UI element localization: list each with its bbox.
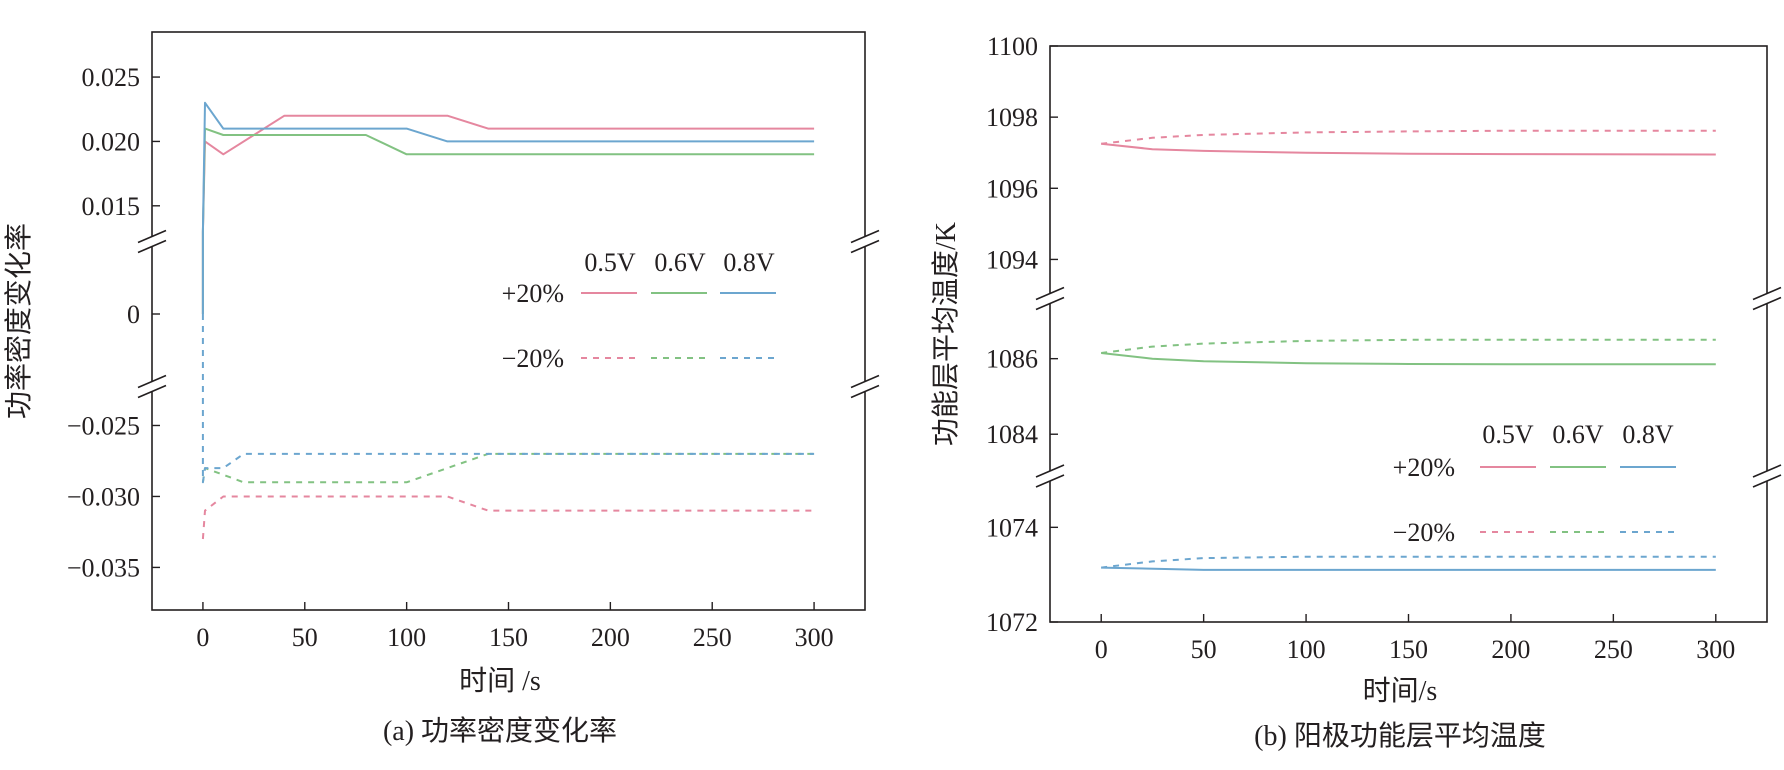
x-tick-label: 100 [1287,635,1326,664]
axis-break-mark [1752,464,1782,478]
legend-voltage-label: 0.8V [1622,420,1674,449]
x-tick-label: 250 [1594,635,1633,664]
axis-break-gap [1753,471,1781,481]
series-line-minus20-05V [201,495,815,540]
y-tick-label: 1098 [986,103,1038,132]
axis-break-mark [1035,464,1065,478]
x-tick-label: 300 [1696,635,1735,664]
series-line-plus20-05V [1101,142,1716,156]
axis-break-mark [1035,296,1065,311]
axis-break-gap [138,236,166,247]
y-tick-label: −0.025 [67,411,140,440]
legend-voltage-label: 0.6V [654,248,706,277]
legend-row-label: +20% [502,279,564,308]
x-tick-label: 200 [591,623,630,652]
figure-caption: (b) 阳极功能层平均温度 [1254,720,1546,752]
axis-break-mark [137,374,167,389]
y-tick-label: 1072 [986,608,1038,637]
figure-caption: (a) 功率密度变化率 [383,715,617,747]
y-tick-label: 0 [127,300,140,329]
axis-break-gap [138,381,166,392]
axis-break-mark [850,384,880,399]
y-axis-label: 功率密度变化率 [3,223,35,419]
axis-break-mark [137,239,167,254]
series-line-minus20-06V [1101,338,1716,354]
y-tick-label: −0.030 [67,482,140,511]
axis-break-mark [850,229,880,244]
axis-break-mark [1752,474,1782,488]
x-tick-label: 50 [292,623,318,652]
series-line-minus20-08V [201,314,815,484]
y-tick-label: 0.020 [82,127,141,156]
y-tick-label: 1100 [987,32,1038,61]
legend-voltage-label: 0.8V [723,248,775,277]
legend-voltage-label: 0.6V [1552,420,1604,449]
series-line-minus20-06V [201,452,815,484]
axis-break-gap [1036,471,1064,481]
x-tick-label: 100 [387,623,426,652]
axis-break-gap [1753,293,1781,304]
legend-row-label: +20% [1393,453,1455,482]
chart-b: 0 50 100 150 200 250 300 1094 1096 1098 1100 1084 10… [930,32,1782,752]
series-line-plus20-06V [1101,352,1716,366]
axis-break-gap [851,381,879,392]
axis-break-mark [1035,474,1065,488]
legend-row-label: −20% [502,344,564,373]
y-tick-label: 1084 [986,420,1038,449]
y-tick-label: −0.035 [67,553,140,582]
y-axis-label: 功能层平均温度/K [930,222,962,446]
x-tick-label: 250 [693,623,732,652]
series-line-minus20-08V [1101,555,1716,569]
axis-break-mark [850,239,880,254]
x-tick-label: 50 [1191,635,1217,664]
y-tick-label: 1094 [986,245,1038,274]
x-tick-label: 150 [489,623,528,652]
axis-break-gap [1036,293,1064,304]
y-tick-label: 0.015 [82,192,141,221]
x-tick-label: 200 [1491,635,1530,664]
axis-break-gap [851,236,879,247]
x-tick-label: 0 [1095,635,1108,664]
axis-break-mark [850,374,880,389]
legend-row-label: −20% [1393,518,1455,547]
x-tick-label: 300 [795,623,834,652]
x-axis-label: 时间 /s [459,665,541,697]
legend-voltage-label: 0.5V [584,248,636,277]
x-tick-label: 0 [196,623,209,652]
plot-frame [151,31,866,611]
x-axis-label: 时间/s [1363,675,1438,707]
axis-break-mark [1752,286,1782,301]
axis-break-mark [1035,286,1065,301]
y-tick-label: 1096 [986,174,1038,203]
axis-break-mark [137,229,167,244]
series-line-minus20-05V [1101,129,1716,145]
chart-a: 0 50 100 150 200 250 300 0.015 0.020 0.025 0 −0.035… [3,31,880,747]
series-line-plus20-08V [1101,566,1716,571]
legend-voltage-label: 0.5V [1482,420,1534,449]
axis-break-mark [1752,296,1782,311]
series-line-plus20-08V [201,101,815,314]
y-tick-label: 1086 [986,345,1038,374]
y-tick-label: 0.025 [82,63,141,92]
axis-break-mark [137,384,167,399]
x-tick-label: 150 [1389,635,1428,664]
y-tick-label: 1074 [986,513,1038,542]
